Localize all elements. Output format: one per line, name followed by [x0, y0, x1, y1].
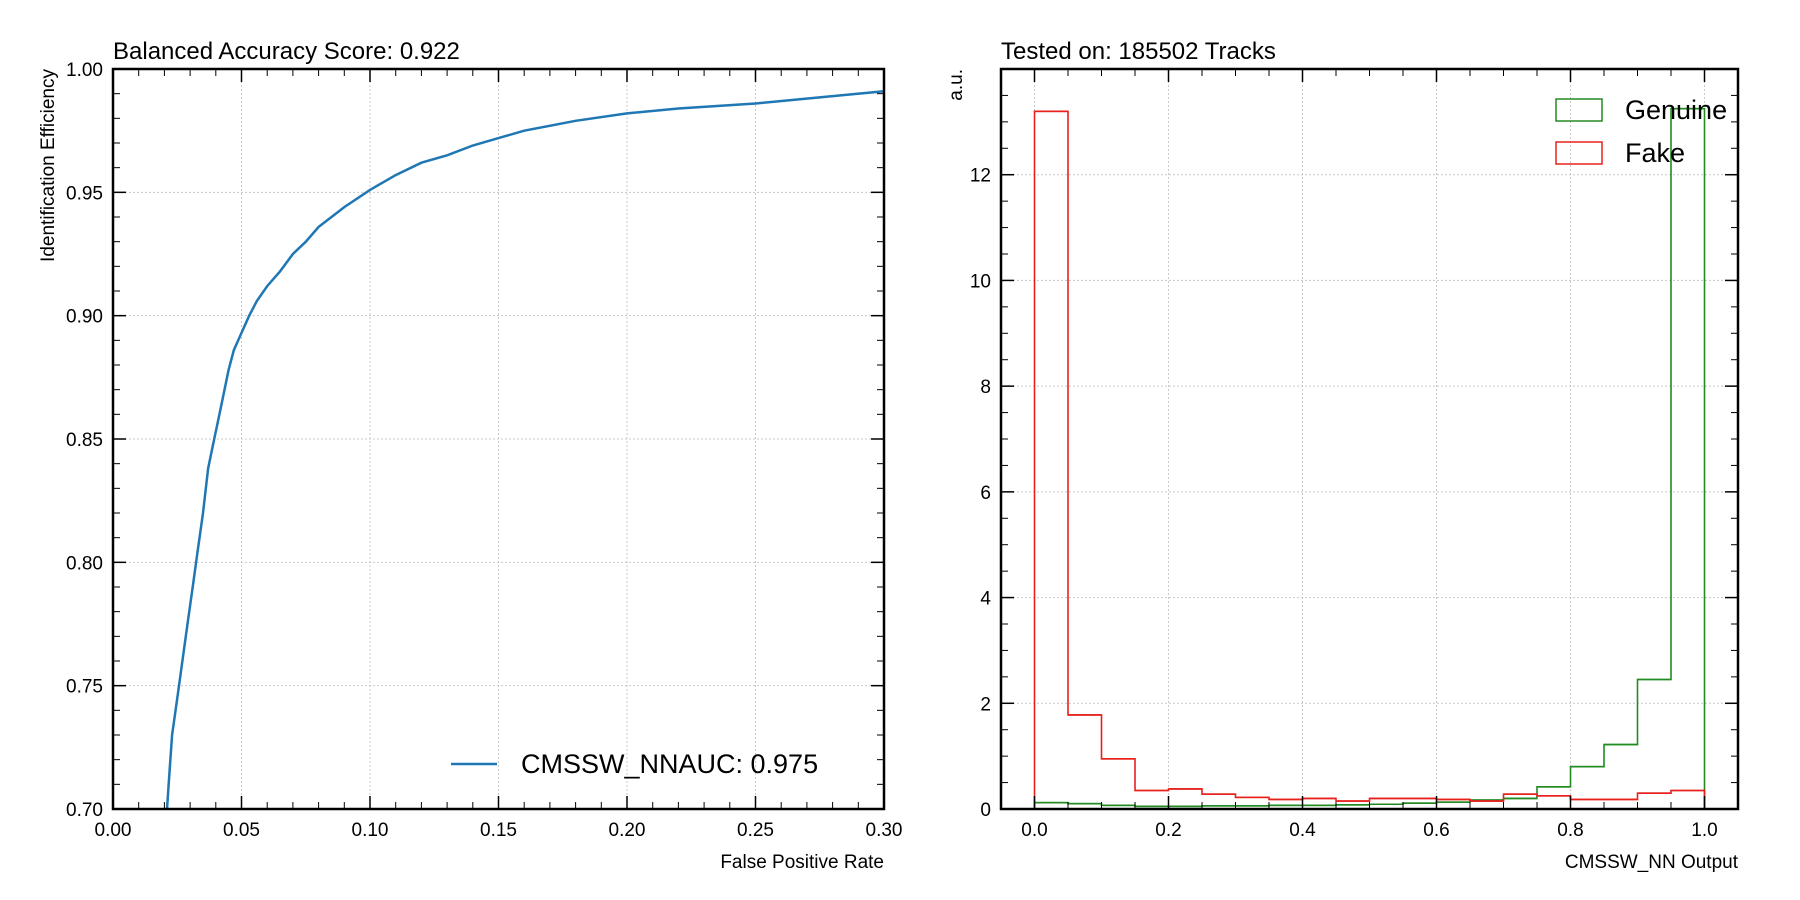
roc-curve-group	[165, 89, 885, 810]
histogram-y-tick-label: 4	[980, 589, 991, 610]
histogram-y-tick-label: 10	[970, 271, 991, 292]
roc-x-tick-label: 0.25	[737, 820, 774, 841]
roc-y-tick-label: 0.85	[66, 430, 103, 451]
roc-x-tick-label: 0.20	[609, 820, 646, 841]
roc-x-tick-label: 0.10	[352, 820, 389, 841]
histogram-series-genuine	[1033, 107, 1706, 809]
roc-y-axis-label: Identification Efficiency	[38, 69, 59, 262]
roc-x-tick-label: 0.15	[480, 820, 517, 841]
histogram-plot-frame	[999, 67, 1740, 811]
histogram-series-group	[1033, 107, 1706, 809]
roc-grid	[112, 68, 885, 810]
legend-label-genuine: Genuine	[1625, 95, 1727, 125]
histogram-x-tick-label: 0.0	[1021, 820, 1047, 841]
roc-legend-label: CMSSW_NNAUC: 0.975	[521, 749, 818, 779]
roc-ticks: 0.00 0.05 0.10 0.15 0.20 0.25 0.30 0.70 0.75 0.80…	[66, 60, 902, 841]
histogram-y-tick-label: 2	[980, 694, 991, 715]
histogram-grid	[1001, 69, 1738, 810]
histogram-y-tick-label: 12	[970, 166, 991, 187]
legend-swatch-genuine	[1555, 98, 1603, 122]
histogram-ticks: 0.0 0.2 0.4 0.6 0.8 1.0 0 2 4 6 8 10 12	[970, 69, 1739, 841]
histogram-series-fake	[1033, 110, 1706, 809]
roc-y-tick-label: 0.75	[66, 677, 103, 698]
histogram-y-tick-label: 6	[980, 483, 991, 504]
histogram-x-tick-label: 0.4	[1289, 820, 1316, 841]
histogram-panel: 0.0 0.2 0.4 0.6 0.8 1.0 0 2 4 6 8 10 12 Tested on: 1…	[946, 38, 1740, 873]
histogram-legend: Genuine Fake	[1555, 95, 1727, 168]
roc-panel: 0.00 0.05 0.10 0.15 0.20 0.25 0.30 0.70 0.75 0.80…	[38, 38, 902, 873]
histogram-x-tick-label: 0.8	[1557, 820, 1583, 841]
roc-y-tick-label: 0.95	[66, 183, 103, 204]
roc-plot-frame	[111, 67, 886, 811]
legend-swatch-fake	[1555, 141, 1603, 165]
histogram-y-axis-label: a.u.	[946, 69, 967, 101]
histogram-x-tick-label: 1.0	[1691, 820, 1717, 841]
roc-x-tick-label: 0.05	[223, 820, 260, 841]
histogram-x-axis-label: CMSSW_NN Output	[1565, 852, 1739, 873]
histogram-x-tick-label: 0.2	[1155, 820, 1181, 841]
roc-y-tick-label: 0.80	[66, 553, 103, 574]
legend-label-fake: Fake	[1625, 138, 1685, 168]
histogram-x-tick-label: 0.6	[1423, 820, 1449, 841]
roc-x-tick-label: 0.00	[95, 820, 132, 841]
histogram-outline-fake	[1033, 110, 1706, 809]
roc-y-tick-label: 1.00	[66, 60, 103, 81]
roc-x-tick-label: 0.30	[866, 820, 903, 841]
roc-legend: CMSSW_NNAUC: 0.975	[451, 749, 818, 779]
histogram-y-tick-label: 8	[980, 377, 991, 398]
roc-y-tick-label: 0.90	[66, 307, 103, 328]
roc-x-axis-label: False Positive Rate	[720, 852, 884, 873]
roc-curve-line	[165, 89, 885, 810]
histogram-y-tick-label: 0	[980, 800, 991, 821]
roc-title: Balanced Accuracy Score: 0.922	[113, 38, 460, 65]
roc-y-tick-label: 0.70	[66, 800, 103, 821]
histogram-title: Tested on: 185502 Tracks	[1001, 38, 1276, 65]
histogram-outline-genuine	[1033, 107, 1706, 809]
